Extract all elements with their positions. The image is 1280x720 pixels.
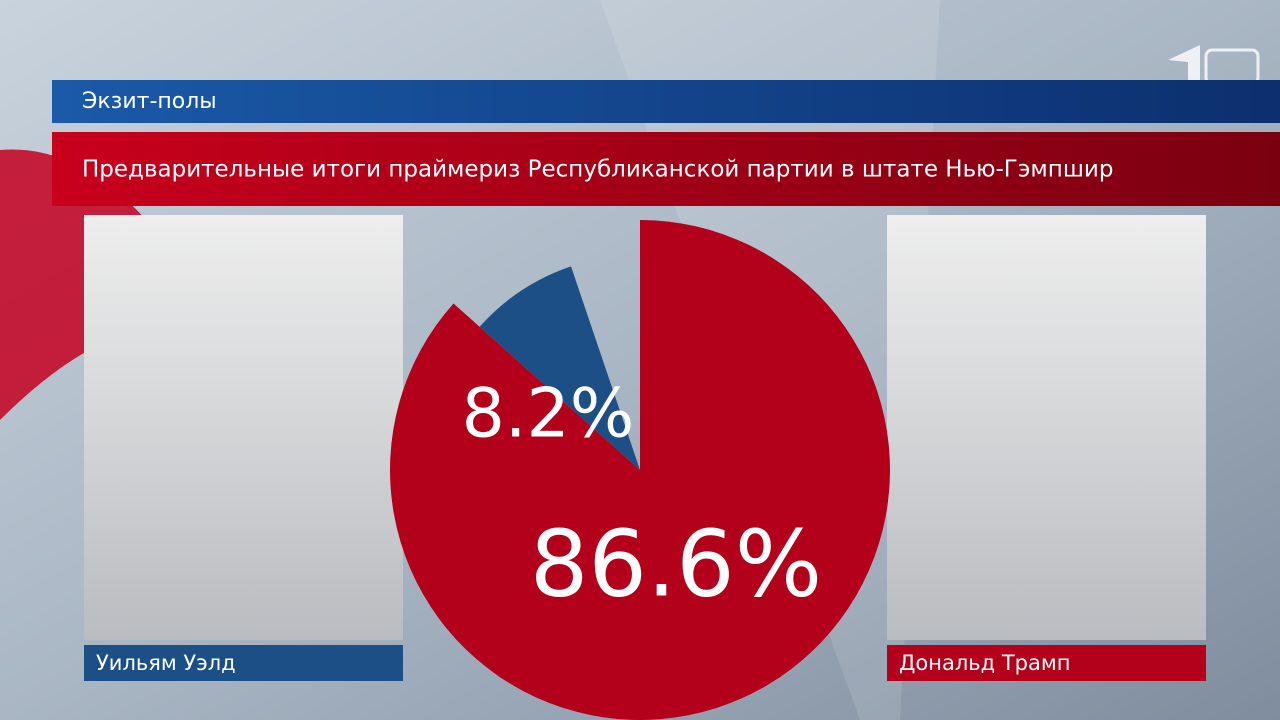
pie-slice: [479, 266, 640, 470]
candidate-photo: [887, 215, 1206, 640]
header-bar: [52, 80, 1280, 123]
pie-slice: [390, 220, 891, 720]
legend-label: Дональд Трамп: [899, 651, 1070, 675]
legend-swatch: [84, 645, 403, 681]
header: Экзит-полы: [82, 89, 217, 114]
candidate-photo: [84, 215, 403, 640]
legend-swatch: [887, 645, 1206, 681]
data-label: 8.2%: [462, 375, 635, 454]
chart-title: Предварительные итоги праймериз Республи…: [82, 157, 1113, 183]
data-label: 86.6%: [530, 510, 822, 617]
legend-label: Уильям Уэлд: [96, 651, 236, 675]
title-bar: [52, 132, 1280, 206]
